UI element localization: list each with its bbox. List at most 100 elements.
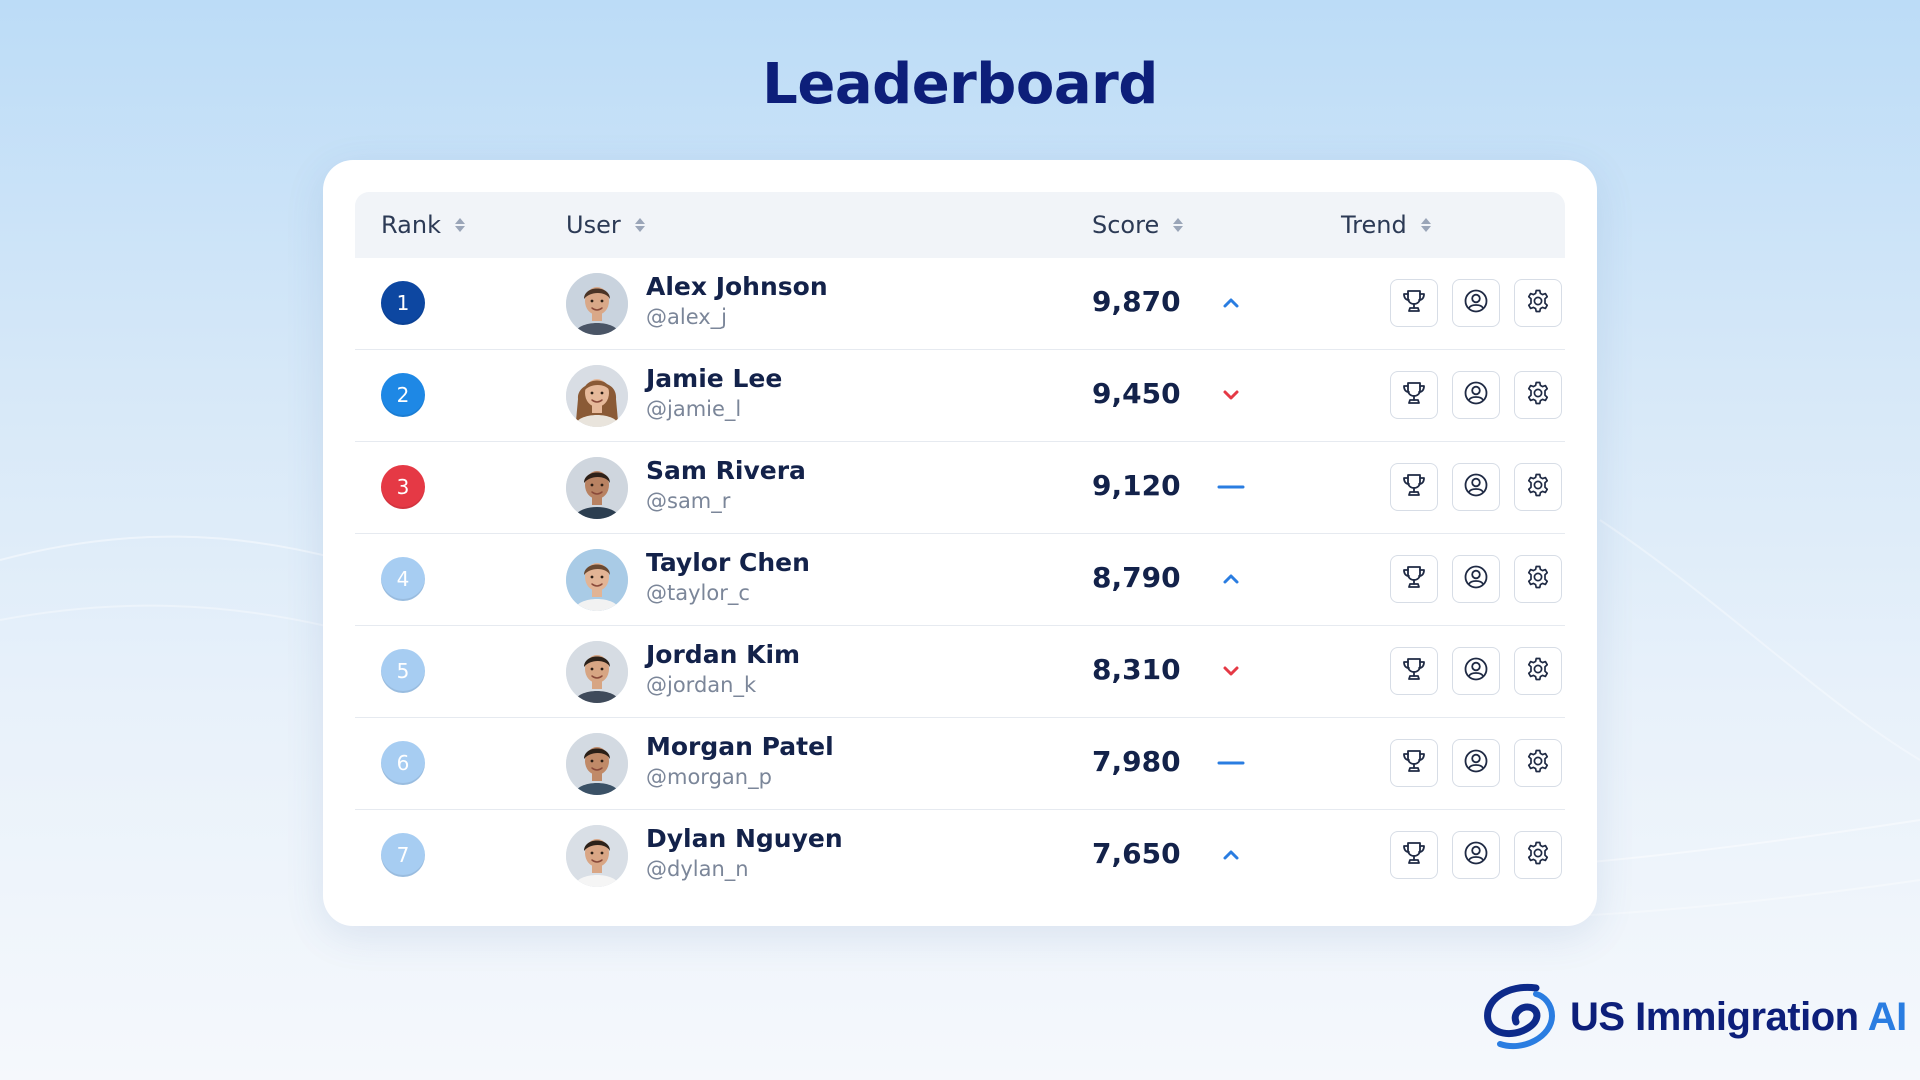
avatar[interactable]	[566, 273, 628, 335]
trend-up-icon	[1217, 566, 1245, 592]
brand-main: US Immigration	[1570, 994, 1859, 1039]
profile-button[interactable]	[1452, 555, 1500, 603]
trophy-icon	[1401, 748, 1427, 778]
trophy-icon	[1401, 656, 1427, 686]
table-row[interactable]: 4 Taylor Chen @taylor_c 8,790	[355, 534, 1565, 626]
avatar[interactable]	[566, 549, 628, 611]
user-name[interactable]: Sam Rivera	[646, 456, 806, 485]
table-row[interactable]: 2 Jamie Lee @jamie_l 9,450	[355, 350, 1565, 442]
settings-button[interactable]	[1514, 555, 1562, 603]
trophy-button[interactable]	[1390, 463, 1438, 511]
profile-button[interactable]	[1452, 647, 1500, 695]
avatar[interactable]	[566, 733, 628, 795]
gear-icon	[1525, 472, 1551, 502]
settings-button[interactable]	[1514, 647, 1562, 695]
trend-flat-icon	[1217, 750, 1245, 776]
user-handle: @taylor_c	[646, 581, 750, 605]
rank-badge: 7	[381, 833, 425, 877]
settings-button[interactable]	[1514, 831, 1562, 879]
row-actions	[1390, 279, 1562, 327]
sort-icon[interactable]	[634, 216, 645, 234]
score-value: 9,450	[1092, 377, 1181, 410]
rank-badge: 2	[381, 373, 425, 417]
user-name[interactable]: Taylor Chen	[646, 548, 810, 577]
profile-button[interactable]	[1452, 279, 1500, 327]
user-name[interactable]: Alex Johnson	[646, 272, 828, 301]
trophy-icon	[1401, 472, 1427, 502]
user-profile-icon	[1463, 380, 1489, 410]
gear-icon	[1525, 840, 1551, 870]
user-name[interactable]: Jamie Lee	[646, 364, 783, 393]
trophy-button[interactable]	[1390, 647, 1438, 695]
page-title: Leaderboard	[762, 52, 1158, 117]
sort-icon[interactable]	[1173, 216, 1184, 234]
user-profile-icon	[1463, 840, 1489, 870]
user-profile-icon	[1463, 288, 1489, 318]
gear-icon	[1525, 748, 1551, 778]
trophy-button[interactable]	[1390, 371, 1438, 419]
column-header-user[interactable]: User	[566, 192, 645, 258]
avatar[interactable]	[566, 365, 628, 427]
avatar[interactable]	[566, 825, 628, 887]
user-name[interactable]: Jordan Kim	[646, 640, 801, 669]
table-row[interactable]: 7 Dylan Nguyen @dylan_n 7,650	[355, 810, 1565, 901]
score-value: 7,980	[1092, 745, 1181, 778]
user-profile-icon	[1463, 472, 1489, 502]
avatar[interactable]	[566, 457, 628, 519]
brand-suffix: AI	[1867, 994, 1908, 1039]
user-handle: @alex_j	[646, 305, 728, 329]
gear-icon	[1525, 564, 1551, 594]
user-name[interactable]: Dylan Nguyen	[646, 824, 843, 853]
row-actions	[1390, 371, 1562, 419]
row-actions	[1390, 831, 1562, 879]
trend-flat-icon	[1217, 474, 1245, 500]
score-value: 9,120	[1092, 469, 1181, 502]
rank-badge: 1	[381, 281, 425, 325]
table-row[interactable]: 5 Jordan Kim @jordan_k 8,310	[355, 626, 1565, 718]
user-name[interactable]: Morgan Patel	[646, 732, 834, 761]
table-row[interactable]: 6 Morgan Patel @morgan_p 7,980	[355, 718, 1565, 810]
trend-up-icon	[1217, 290, 1245, 316]
score-value: 8,310	[1092, 653, 1181, 686]
column-header-label: Score	[1092, 211, 1160, 239]
user-profile-icon	[1463, 564, 1489, 594]
table-row[interactable]: 1 Alex Johnson @alex_j 9,870	[355, 258, 1565, 350]
profile-button[interactable]	[1452, 371, 1500, 419]
leaderboard-card: Rank User Score Trend 1 Alex Johnson @al…	[323, 160, 1597, 926]
settings-button[interactable]	[1514, 279, 1562, 327]
settings-button[interactable]	[1514, 739, 1562, 787]
user-handle: @jamie_l	[646, 397, 742, 421]
row-actions	[1390, 739, 1562, 787]
trophy-icon	[1401, 380, 1427, 410]
trophy-button[interactable]	[1390, 739, 1438, 787]
table-row[interactable]: 3 Sam Rivera @sam_r 9,120	[355, 442, 1565, 534]
trophy-button[interactable]	[1390, 831, 1438, 879]
column-header-rank[interactable]: Rank	[381, 192, 465, 258]
score-value: 7,650	[1092, 837, 1181, 870]
trophy-button[interactable]	[1390, 279, 1438, 327]
gear-icon	[1525, 380, 1551, 410]
gear-icon	[1525, 288, 1551, 318]
trophy-button[interactable]	[1390, 555, 1438, 603]
column-header-label: Trend	[1341, 211, 1407, 239]
sort-icon[interactable]	[454, 216, 465, 234]
settings-button[interactable]	[1514, 463, 1562, 511]
column-header-trend[interactable]: Trend	[1341, 192, 1431, 258]
column-header-score[interactable]: Score	[1092, 192, 1184, 258]
brand-logo: US Immigration AI	[1478, 982, 1907, 1052]
column-header-label: Rank	[381, 211, 441, 239]
user-profile-icon	[1463, 748, 1489, 778]
user-handle: @morgan_p	[646, 765, 772, 789]
table-header: Rank User Score Trend	[355, 192, 1565, 258]
profile-button[interactable]	[1452, 463, 1500, 511]
profile-button[interactable]	[1452, 739, 1500, 787]
rank-badge: 4	[381, 557, 425, 601]
rank-badge: 6	[381, 741, 425, 785]
sort-icon[interactable]	[1420, 216, 1431, 234]
avatar[interactable]	[566, 641, 628, 703]
profile-button[interactable]	[1452, 831, 1500, 879]
settings-button[interactable]	[1514, 371, 1562, 419]
trophy-icon	[1401, 288, 1427, 318]
rank-badge: 5	[381, 649, 425, 693]
trend-up-icon	[1217, 842, 1245, 868]
